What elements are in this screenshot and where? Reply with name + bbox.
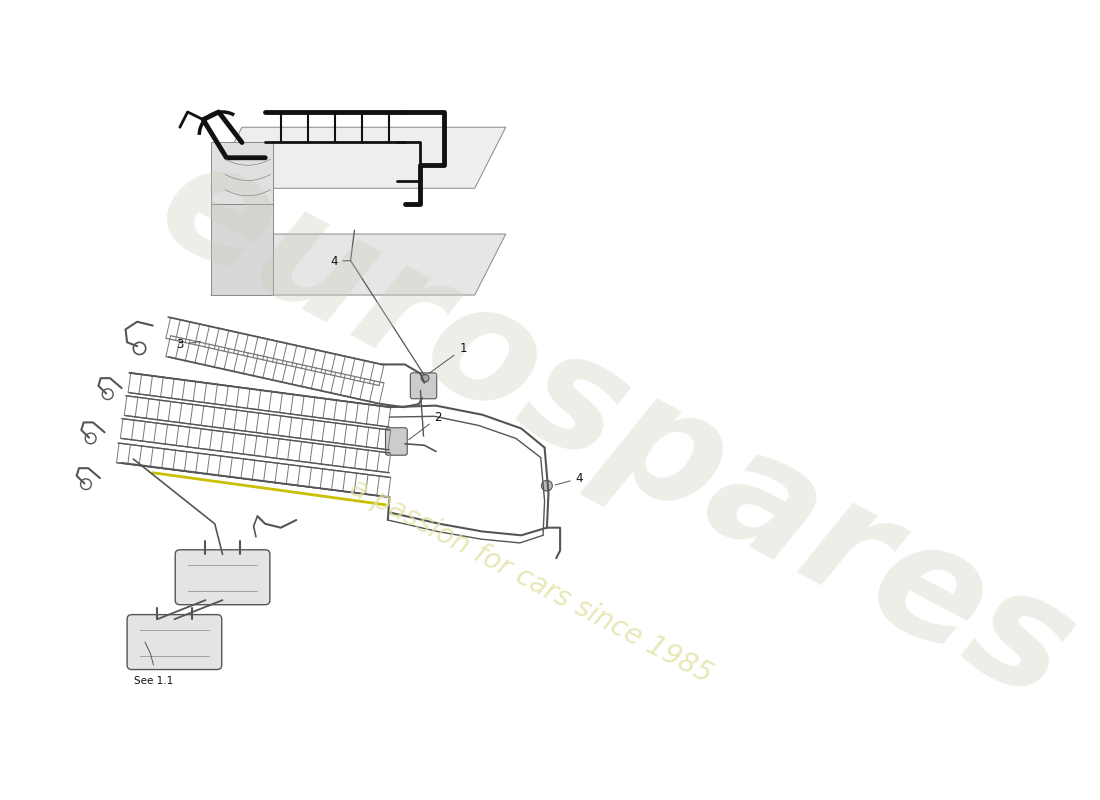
FancyBboxPatch shape xyxy=(175,550,270,605)
Text: 2: 2 xyxy=(409,411,442,440)
Text: 3: 3 xyxy=(176,338,200,351)
FancyBboxPatch shape xyxy=(385,428,407,455)
Text: a passion for cars since 1985: a passion for cars since 1985 xyxy=(344,474,716,689)
Circle shape xyxy=(421,374,429,382)
Text: See 1.1: See 1.1 xyxy=(134,676,173,686)
Circle shape xyxy=(541,480,552,491)
Text: 1: 1 xyxy=(429,342,466,374)
Text: 4: 4 xyxy=(330,254,350,267)
FancyBboxPatch shape xyxy=(128,614,222,670)
FancyBboxPatch shape xyxy=(410,373,437,398)
Polygon shape xyxy=(211,127,506,188)
Text: eurospares: eurospares xyxy=(133,123,1098,734)
Polygon shape xyxy=(211,234,506,295)
Text: 4: 4 xyxy=(556,472,583,485)
Polygon shape xyxy=(211,142,273,203)
Polygon shape xyxy=(211,188,273,295)
